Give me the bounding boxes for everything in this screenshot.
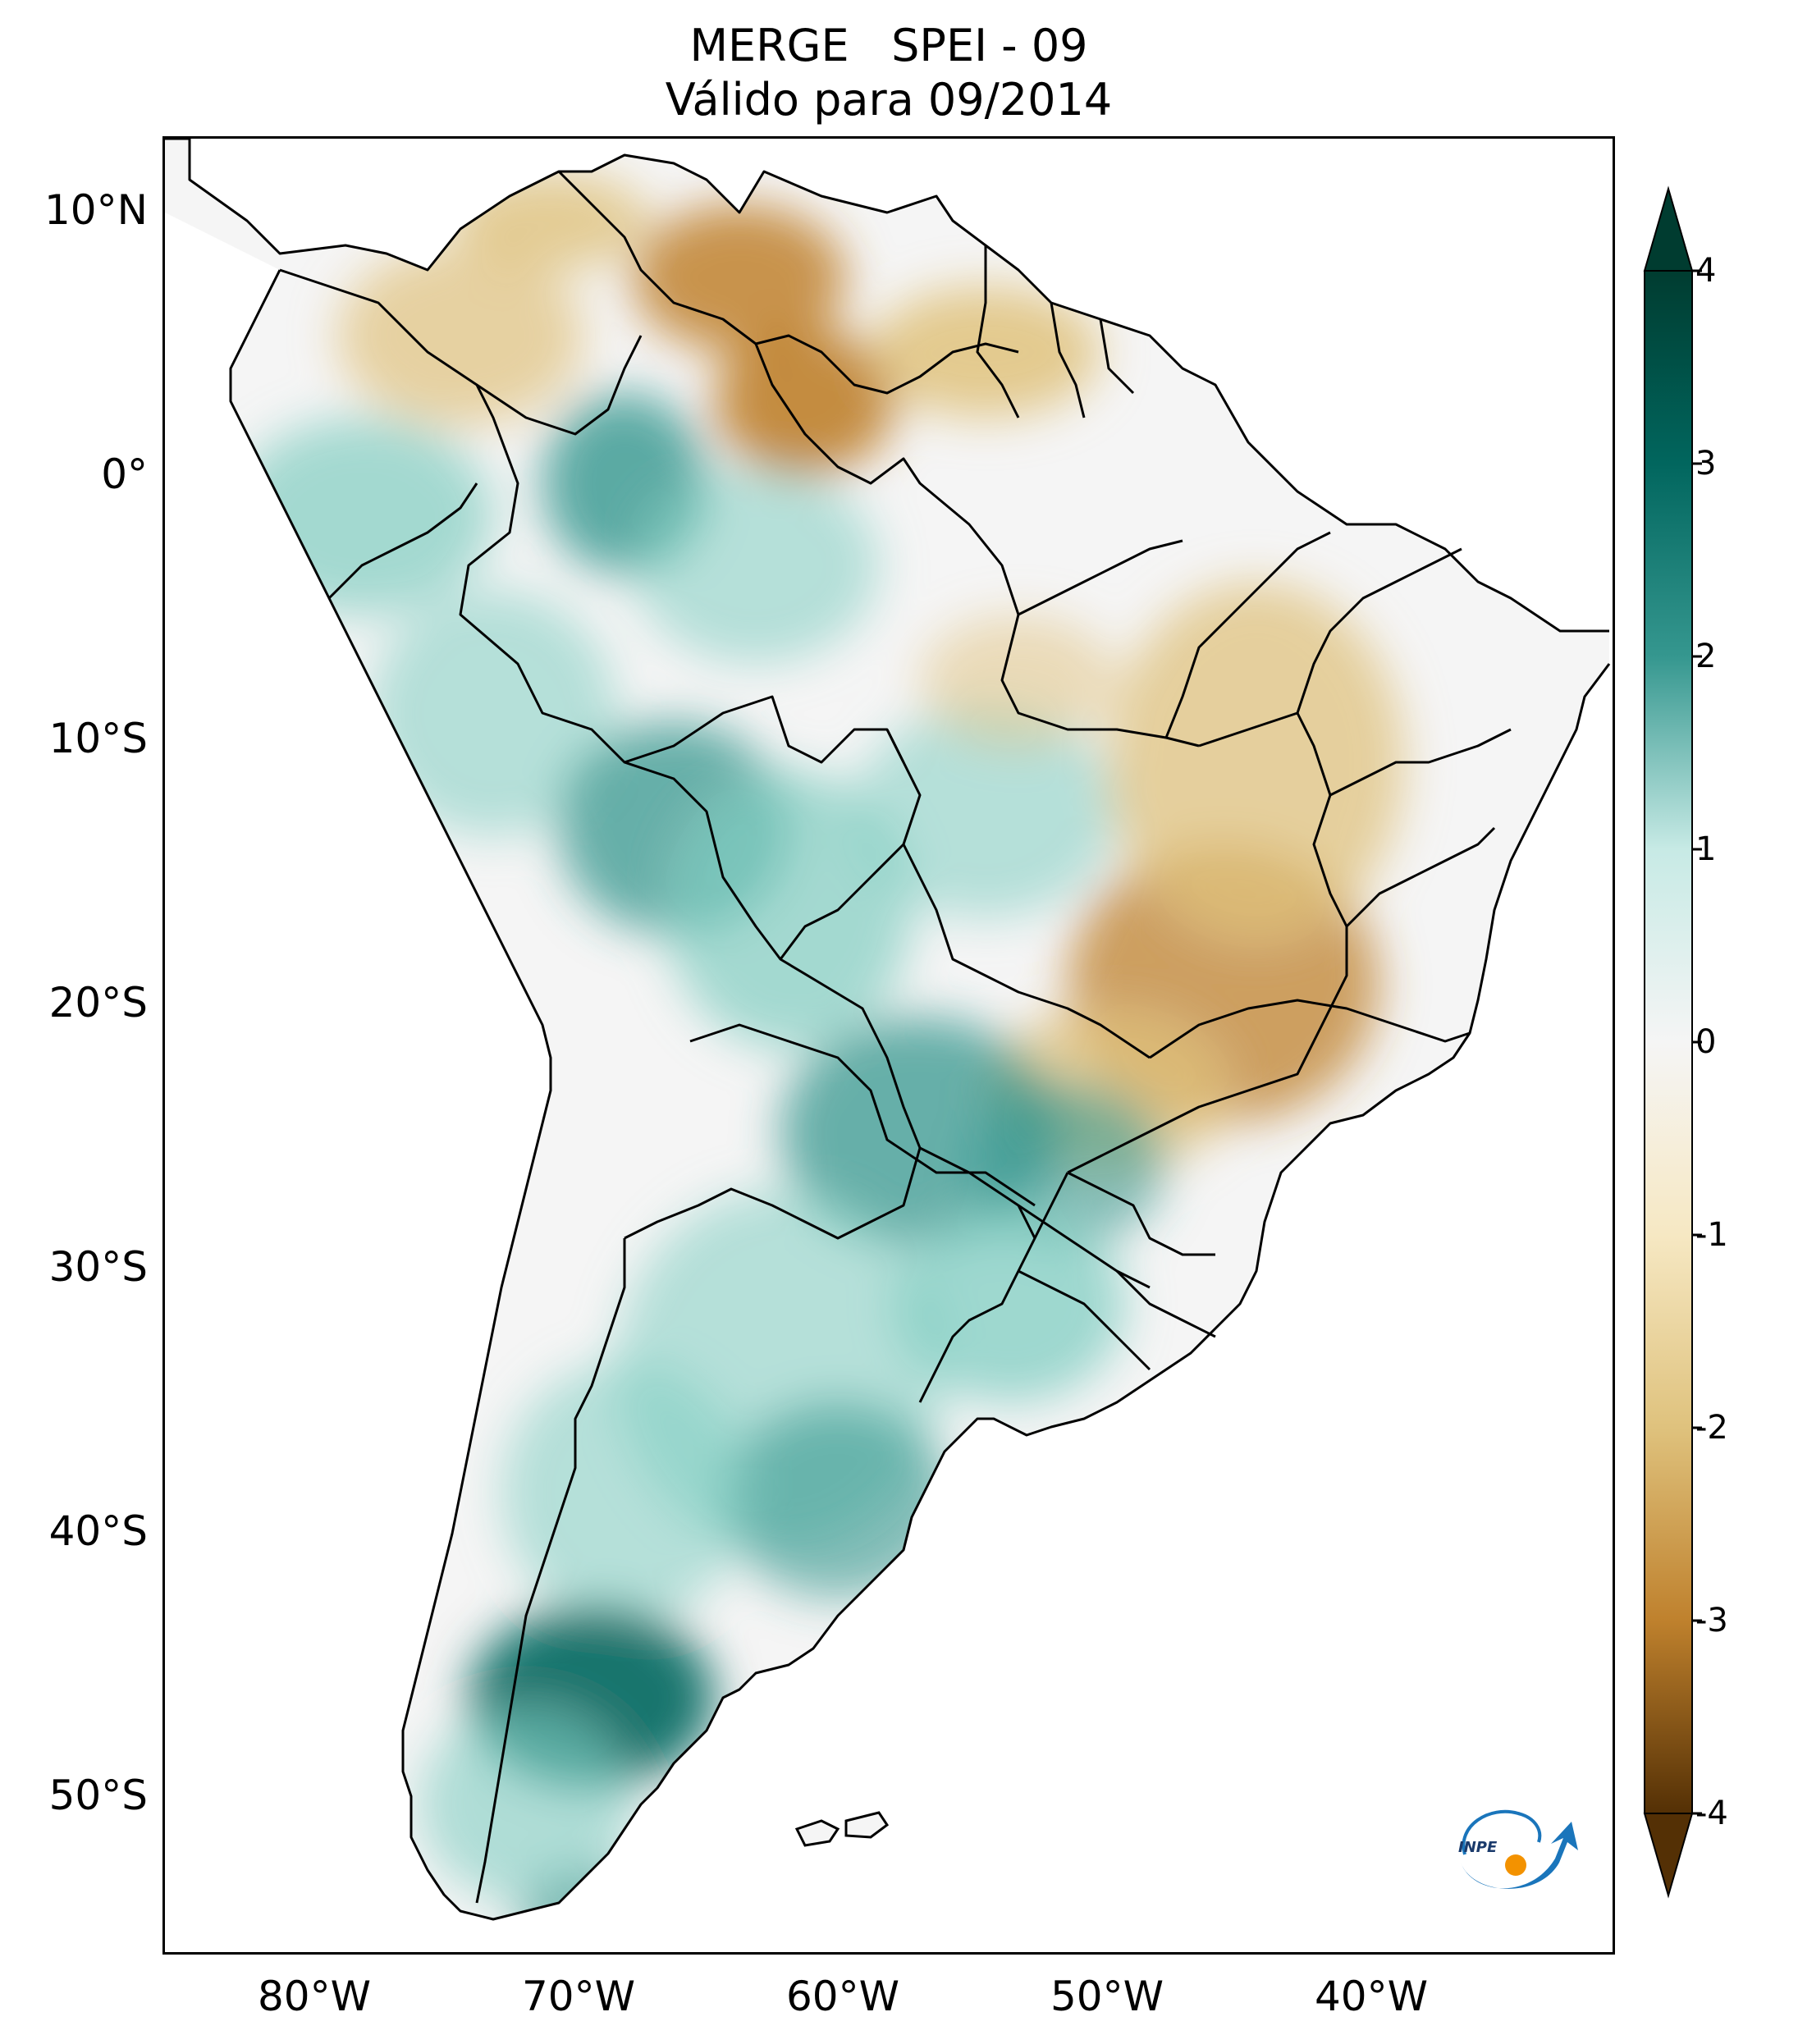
lat-tick-label: 50°S (48, 1772, 148, 1819)
colorbar-tick-label: -3 (1695, 1602, 1728, 1639)
lon-tick-label: 60°W (785, 1973, 900, 2020)
map-subtitle: Válido para 09/2014 (665, 74, 1113, 126)
inpe-logo: INPE (1458, 1809, 1578, 1889)
colorbar-tick-label: -2 (1695, 1409, 1728, 1447)
lon-tick-label: 50°W (1050, 1973, 1164, 2020)
lat-tick-label: 20°S (48, 979, 148, 1027)
lat-tick-label: 10°S (48, 715, 148, 762)
south-america-map (165, 139, 1611, 1921)
colorbar-tick-label: 4 (1695, 252, 1717, 290)
map-title: MERGE SPEI - 09 (689, 20, 1088, 71)
colorbar-tick-label: 1 (1695, 830, 1717, 868)
colorbar-tick-label: -1 (1695, 1216, 1728, 1254)
logo-text: INPE (1458, 1839, 1498, 1856)
falkland-islands (794, 1811, 890, 1847)
colorbar-extend-min (1643, 1813, 1694, 1899)
colorbar-ticks (1692, 269, 1702, 1815)
logo-swoosh (1461, 1822, 1578, 1889)
colorbar-gradient (1644, 270, 1693, 1814)
lon-tick-label: 80°W (257, 1973, 372, 2020)
borders (165, 139, 1611, 1921)
lat-tick-label: 40°S (48, 1507, 148, 1555)
lat-tick-label: 0° (101, 450, 148, 498)
map-plot-area (162, 136, 1615, 1955)
colorbar (1643, 185, 1702, 1899)
colorbar-tick-label: -4 (1695, 1795, 1728, 1832)
logo-orbit-arc (1462, 1809, 1542, 1855)
lon-tick-label: 70°W (521, 1973, 636, 2020)
logo-dot (1505, 1854, 1526, 1876)
lon-tick-label: 40°W (1314, 1973, 1429, 2020)
colorbar-tick-label: 0 (1695, 1023, 1717, 1061)
lat-tick-label: 30°S (48, 1243, 148, 1291)
colorbar-extend-max (1643, 185, 1694, 272)
colorbar-tick-label: 2 (1695, 638, 1717, 675)
lat-tick-label: 10°N (43, 186, 148, 234)
colorbar-tick-label: 3 (1695, 445, 1717, 482)
